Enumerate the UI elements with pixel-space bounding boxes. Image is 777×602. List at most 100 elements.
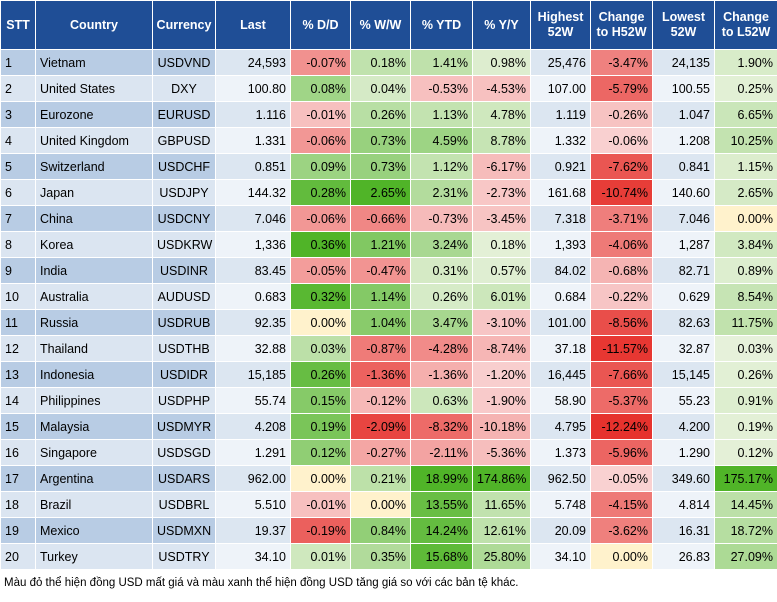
table-cell: -0.73%: [410, 205, 473, 232]
table-cell: Switzerland: [35, 153, 153, 180]
table-cell: -5.37%: [590, 387, 653, 414]
table-cell: 11.75%: [714, 309, 777, 336]
table-cell: 1.291: [215, 439, 291, 466]
column-header: % Y/Y: [472, 0, 531, 50]
table-cell: -1.36%: [350, 361, 411, 388]
column-header: Last: [215, 0, 291, 50]
table-row: 13 Indonesia USDIDR 15,185 0.26% -1.36% -1.36%…: [0, 361, 777, 388]
table-cell: -3.10%: [472, 309, 531, 336]
table-cell: 82.63: [652, 309, 715, 336]
table-cell: 0.12%: [714, 439, 777, 466]
table-cell: 1.208: [652, 127, 715, 154]
table-cell: 6.01%: [472, 283, 531, 310]
table-cell: 15,185: [215, 361, 291, 388]
table-cell: 0.35%: [350, 543, 411, 570]
table-cell: Indonesia: [35, 361, 153, 388]
table-cell: 92.35: [215, 309, 291, 336]
table-cell: -5.96%: [590, 439, 653, 466]
table-cell: 0.851: [215, 153, 291, 180]
table-row: 17 Argentina USDARS 962.00 0.00% 0.21% 18.99% 1…: [0, 465, 777, 492]
table-cell: 0.00%: [350, 491, 411, 518]
table-cell: 18.72%: [714, 517, 777, 544]
table-cell: 82.71: [652, 257, 715, 284]
table-cell: 5: [0, 153, 36, 180]
table-cell: 18: [0, 491, 36, 518]
table-cell: 0.15%: [290, 387, 351, 414]
table-cell: 4.795: [530, 413, 591, 440]
table-cell: 1.116: [215, 101, 291, 128]
table-cell: USDCNY: [152, 205, 216, 232]
column-header: Highest 52W: [530, 0, 591, 50]
table-cell: Korea: [35, 231, 153, 258]
table-cell: 101.00: [530, 309, 591, 336]
table-row: 16 Singapore USDSGD 1.291 0.12% -0.27% -2.11% -…: [0, 439, 777, 466]
table-cell: -1.90%: [472, 387, 531, 414]
column-header: Change to L52W: [714, 0, 777, 50]
table-cell: 1.21%: [350, 231, 411, 258]
table-row: 12 Thailand USDTHB 32.88 0.03% -0.87% -4.28% -8…: [0, 335, 777, 362]
table-cell: 83.45: [215, 257, 291, 284]
table-cell: -0.01%: [290, 491, 351, 518]
table-cell: 0.19%: [290, 413, 351, 440]
table-cell: 0.00%: [590, 543, 653, 570]
table-row: 6 Japan USDJPY 144.32 0.28% 2.65% 2.31% -2.73% 1…: [0, 179, 777, 206]
table-row: 7 China USDCNY 7.046 -0.06% -0.66% -0.73% -3.45…: [0, 205, 777, 232]
table-cell: -12.24%: [590, 413, 653, 440]
table-cell: Turkey: [35, 543, 153, 570]
table-cell: 20.09: [530, 517, 591, 544]
table-cell: 100.55: [652, 75, 715, 102]
table-cell: -8.74%: [472, 335, 531, 362]
table-cell: 24,135: [652, 49, 715, 76]
table-cell: 1.119: [530, 101, 591, 128]
column-header: Change to H52W: [590, 0, 653, 50]
table-cell: 1.332: [530, 127, 591, 154]
table-cell: 5.748: [530, 491, 591, 518]
table-cell: DXY: [152, 75, 216, 102]
table-cell: 1.15%: [714, 153, 777, 180]
table-cell: -8.32%: [410, 413, 473, 440]
table-cell: -0.47%: [350, 257, 411, 284]
table-cell: USDJPY: [152, 179, 216, 206]
table-row: 11 Russia USDRUB 92.35 0.00% 1.04% 3.47% -3.10%…: [0, 309, 777, 336]
table-cell: 0.18%: [350, 49, 411, 76]
table-cell: 0.08%: [290, 75, 351, 102]
table-cell: 15.68%: [410, 543, 473, 570]
table-cell: 3.47%: [410, 309, 473, 336]
table-cell: 4.200: [652, 413, 715, 440]
table-cell: -0.06%: [290, 127, 351, 154]
table-cell: -3.47%: [590, 49, 653, 76]
table-cell: 0.73%: [350, 153, 411, 180]
table-cell: 2.65%: [350, 179, 411, 206]
table-cell: Thailand: [35, 335, 153, 362]
table-cell: 6.65%: [714, 101, 777, 128]
table-cell: 12.61%: [472, 517, 531, 544]
table-cell: -2.73%: [472, 179, 531, 206]
table-cell: 58.90: [530, 387, 591, 414]
table-row: 19 Mexico USDMXN 19.37 -0.19% 0.84% 14.24% 12.6…: [0, 517, 777, 544]
table-cell: 0.89%: [714, 257, 777, 284]
table-cell: 20: [0, 543, 36, 570]
table-cell: 4.814: [652, 491, 715, 518]
table-cell: 1,287: [652, 231, 715, 258]
table-cell: 0.26%: [290, 361, 351, 388]
table-cell: -7.62%: [590, 153, 653, 180]
table-row: 20 Turkey USDTRY 34.10 0.01% 0.35% 15.68% 25.80…: [0, 543, 777, 570]
table-cell: 3: [0, 101, 36, 128]
column-header: STT: [0, 0, 36, 50]
table-cell: 349.60: [652, 465, 715, 492]
column-header: % D/D: [290, 0, 351, 50]
footnote: Màu đỏ thể hiện đồng USD mất giá và màu …: [4, 577, 519, 589]
table-cell: -3.62%: [590, 517, 653, 544]
table-row: 18 Brazil USDBRL 5.510 -0.01% 0.00% 13.55% 11.6…: [0, 491, 777, 518]
table-row: 2 United States DXY 100.80 0.08% 0.04% -0.53% -…: [0, 75, 777, 102]
table-cell: -1.36%: [410, 361, 473, 388]
table-cell: 11: [0, 309, 36, 336]
table-cell: 17: [0, 465, 36, 492]
table-cell: -1.20%: [472, 361, 531, 388]
table-cell: 1.41%: [410, 49, 473, 76]
table-cell: 161.68: [530, 179, 591, 206]
table-cell: 1,336: [215, 231, 291, 258]
table-cell: 0.73%: [350, 127, 411, 154]
column-header: % YTD: [410, 0, 473, 50]
table-cell: -10.74%: [590, 179, 653, 206]
